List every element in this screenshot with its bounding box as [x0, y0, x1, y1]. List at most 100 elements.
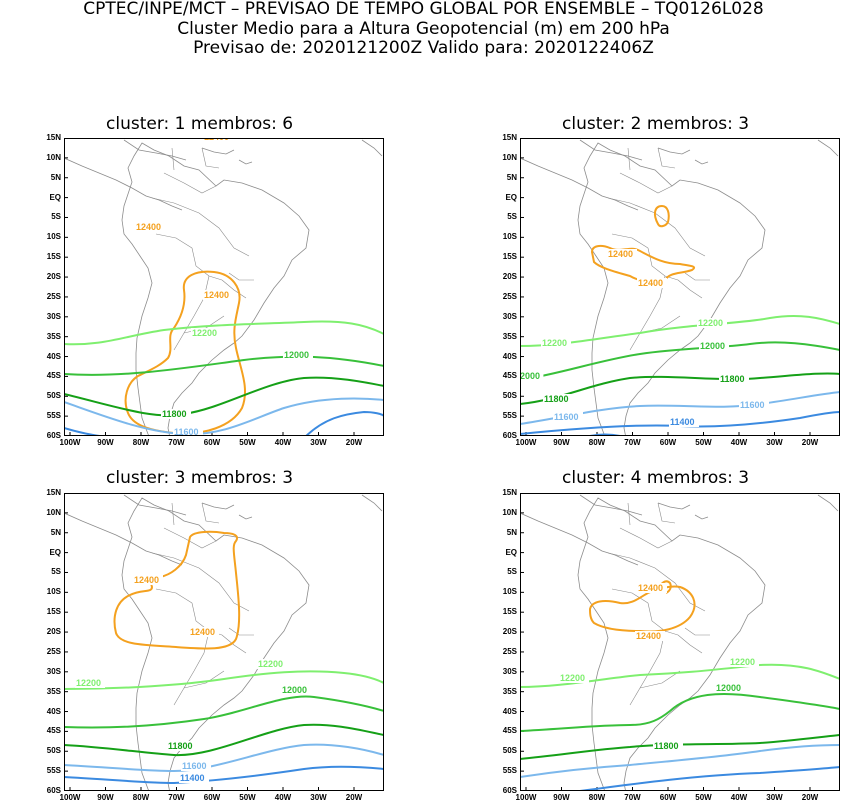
lat-tick-label: EQ: [505, 192, 517, 202]
lat-tick-label: 20S: [46, 272, 61, 282]
lat-tick-label: 50S: [502, 746, 517, 756]
map-panel: 12400 12400 12400 12200 12000 11800 11600: [64, 138, 384, 436]
lon-tick-label: 80W: [132, 793, 150, 802]
lon-tick-label: 40W: [274, 438, 292, 447]
lon-tick-label: 90W: [553, 438, 570, 447]
lon-tick-label: 80W: [588, 793, 606, 802]
contour-line: [579, 766, 840, 791]
header-line-2: Cluster Medio para a Altura Geopotencial…: [177, 19, 670, 39]
lon-tick-label: 90W: [553, 793, 570, 802]
contour-line: [520, 372, 840, 405]
map-frame: [64, 493, 384, 791]
contour-label-background: [133, 575, 163, 585]
lat-tick-label: 30S: [502, 666, 517, 676]
lat-tick-label: 55S: [502, 766, 517, 776]
coastline-south-america: [577, 142, 766, 436]
lat-tick-label: 5N: [506, 527, 517, 537]
lat-tick-label: 35S: [502, 331, 517, 341]
contour-line: [64, 670, 384, 690]
contour-label: 12200: [730, 657, 755, 667]
contour-label-background: [637, 583, 667, 593]
country-borders: [607, 502, 710, 706]
lat-tick-label: 20S: [502, 627, 517, 637]
lon-tick-label: 30W: [766, 793, 783, 802]
contour-label-background: [173, 427, 203, 436]
lat-tick-label: 15S: [46, 607, 61, 617]
lat-tick-label: 40S: [502, 706, 517, 716]
lat-tick-label: 55S: [46, 766, 61, 776]
lat-tick-label: 10S: [502, 232, 517, 242]
lat-tick-label: 5N: [50, 172, 61, 182]
lon-tick-label: 20W: [345, 438, 363, 447]
lat-tick-label: 15N: [46, 488, 61, 497]
contour-line: [520, 692, 840, 732]
contour-label: 11600: [554, 412, 579, 422]
lat-tick-label: 10S: [46, 232, 61, 242]
contour-label: 12400: [204, 290, 229, 300]
lat-tick-label: 60S: [46, 786, 61, 795]
lat-tick-label: 45S: [46, 371, 61, 381]
lat-tick-label: EQ: [49, 547, 61, 557]
lat-tick-label: 30S: [502, 311, 517, 321]
contour-line: [64, 723, 384, 757]
lat-tick-label: 5S: [507, 567, 517, 577]
contour-label-background: [637, 278, 667, 288]
lat-tick-label: 5N: [506, 172, 517, 182]
lat-tick-label: EQ: [505, 547, 517, 557]
contour-label: 12200: [698, 318, 723, 328]
lon-tick-label: 70W: [168, 438, 185, 447]
lat-tick-label: 20S: [502, 272, 517, 282]
contour-label-background: [739, 400, 769, 410]
lat-tick-label: 35S: [46, 331, 61, 341]
contour-label-background: [653, 741, 683, 751]
lon-tick-label: 30W: [310, 793, 327, 802]
lon-tick-label: 100W: [59, 438, 81, 447]
lat-tick-label: 30S: [46, 311, 61, 321]
lat-tick-label: 10N: [502, 152, 517, 162]
contour-label-background: [729, 657, 759, 667]
lat-tick-label: 45S: [502, 371, 517, 381]
contour-label-background: [719, 374, 749, 384]
lat-tick-label: 25S: [502, 646, 517, 656]
contour-label: 12000: [282, 685, 307, 695]
contour-label-background: [189, 627, 219, 637]
contour-label: 11400: [180, 773, 205, 783]
lat-tick-label: 60S: [502, 431, 517, 440]
coastline-central-america: [520, 494, 839, 566]
map-frame: [520, 138, 840, 436]
lon-tick-label: 20W: [801, 438, 819, 447]
lat-tick-label: 15S: [502, 252, 517, 262]
map-panel: 12400 12400 12200 12200 12000 11800 11600 11400: [64, 493, 384, 791]
contour-label-background: [179, 773, 209, 783]
lon-tick-label: 80W: [588, 438, 606, 447]
lat-tick-label: 10S: [46, 587, 61, 597]
lon-tick-label: 90W: [97, 438, 114, 447]
contour-label-background: [541, 338, 571, 348]
contour-label: 12200: [192, 328, 217, 338]
contour-line: [520, 315, 840, 347]
lon-tick-label: 60W: [659, 793, 677, 802]
lat-tick-label: 45S: [502, 726, 517, 736]
contour-label-background: [553, 412, 583, 422]
contour-label: 11600: [174, 427, 199, 436]
contour-label-background: [699, 341, 729, 351]
contour-label: 11800: [162, 409, 187, 419]
contour-label: 11800: [168, 741, 193, 751]
lat-tick-label: 35S: [46, 686, 61, 696]
panel-title: cluster: 1 membros: 6: [106, 114, 294, 134]
contour-line: [64, 355, 384, 376]
lat-tick-label: 15N: [46, 133, 61, 142]
contour-line: [64, 743, 384, 773]
contour-label-background: [697, 318, 727, 328]
lat-tick-label: 40S: [502, 351, 517, 361]
lat-tick-label: 35S: [502, 686, 517, 696]
lon-tick-label: 80W: [132, 438, 150, 447]
contour-label: 12400: [204, 138, 229, 142]
country-borders: [607, 147, 710, 351]
lon-tick-label: 70W: [168, 793, 185, 802]
contour-label-background: [161, 409, 191, 419]
lat-tick-label: EQ: [49, 192, 61, 202]
lon-tick-label: 20W: [345, 793, 363, 802]
lon-tick-label: 90W: [97, 793, 114, 802]
contour-label: 12200: [76, 678, 101, 688]
